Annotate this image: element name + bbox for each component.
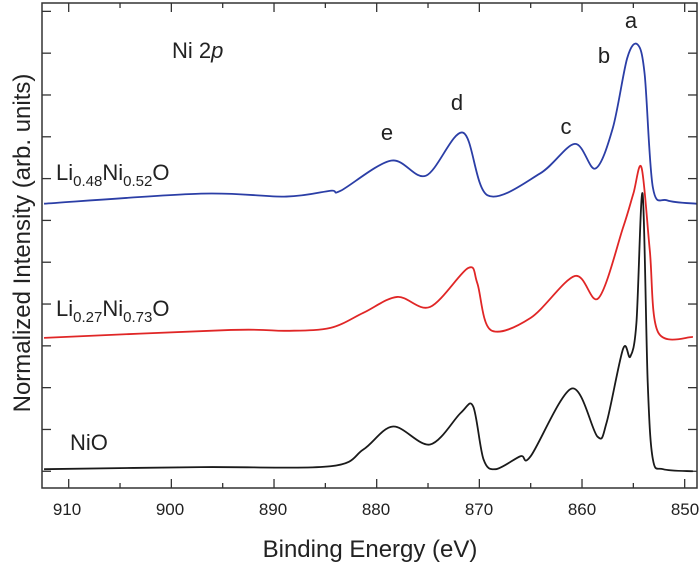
x-tick-label: 880 <box>362 500 390 519</box>
peak-label-c: c <box>561 114 572 139</box>
plot-frame <box>41 2 698 489</box>
peak-label-e: e <box>381 120 393 145</box>
peak-label-d: d <box>451 90 463 115</box>
peak-label-a: a <box>625 8 638 33</box>
x-axis-title: Binding Energy (eV) <box>263 536 478 563</box>
series-label-li048: Li0.48Ni0.52O <box>56 160 169 190</box>
x-tick-label: 870 <box>465 500 493 519</box>
x-tick-label: 850 <box>671 500 699 519</box>
x-tick-label: 900 <box>156 500 184 519</box>
y-axis-title: Normalized Intensity (arb. units) <box>9 74 36 413</box>
series-label-nio: NiO <box>70 430 108 455</box>
series-line-1 <box>44 164 694 341</box>
series-label-li027: Li0.27Ni0.73O <box>56 296 169 326</box>
x-tick-label: 910 <box>53 500 81 519</box>
core-level-annotation: Ni 2p <box>172 38 223 63</box>
series-curves <box>43 42 698 473</box>
x-tick-labels: 910 900 890 880 870 860 850 <box>53 500 699 519</box>
x-tick-label: 890 <box>259 500 287 519</box>
peak-label-b: b <box>598 43 610 68</box>
x-tick-label: 860 <box>568 500 596 519</box>
series-line-2 <box>44 192 693 473</box>
series-line-0 <box>43 42 698 205</box>
axis-ticks <box>42 3 697 488</box>
